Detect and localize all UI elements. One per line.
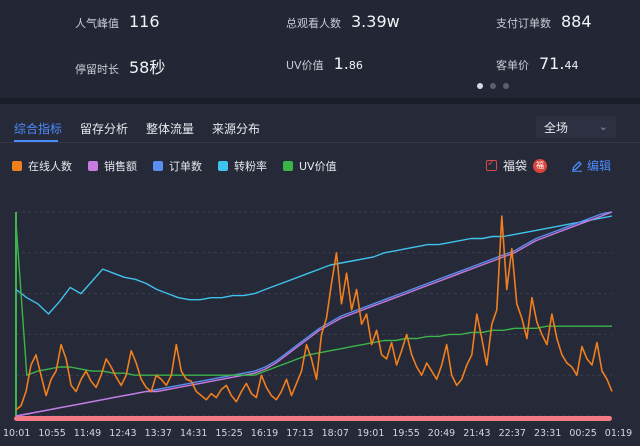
pencil-icon: [572, 160, 582, 172]
x-tick-label: 23:31: [534, 428, 561, 439]
stat-uv-value: UV价值 1.86: [286, 54, 363, 73]
stat-value: 1.86: [333, 54, 363, 73]
series-line-1: [15, 211, 613, 417]
tab-bar: 综合指标 留存分析 整体流量 来源分布: [14, 120, 260, 137]
legend-swatch: [153, 161, 163, 171]
x-tick-label: 19:01: [357, 428, 384, 439]
legend-item-online[interactable]: 在线人数: [12, 158, 72, 174]
x-tick-label: 12:43: [109, 428, 136, 439]
edit-label: 编辑: [587, 159, 612, 173]
legend-label: 销售额: [104, 160, 137, 173]
stat-avg-order-price: 客单价 71.44: [496, 54, 578, 73]
x-tick-label: 22:37: [499, 428, 526, 439]
carousel-dot[interactable]: [477, 83, 483, 89]
stat-value: 884: [561, 12, 592, 31]
chevron-down-icon: ⌄: [598, 120, 608, 133]
x-tick-label: 10:01: [3, 428, 30, 439]
scope-select[interactable]: 全场 ⌄: [536, 116, 616, 138]
stat-paid-orders: 支付订单数 884: [496, 12, 592, 31]
stat-value: 71.44: [539, 54, 579, 73]
series-line-4: [15, 222, 612, 376]
legend-label: UV价值: [299, 160, 337, 173]
series-line-2: [15, 211, 613, 417]
x-tick-label: 21:43: [463, 428, 490, 439]
stat-peak-viewers: 人气峰值 116: [75, 12, 160, 31]
stat-stay-duration: 停留时长 58秒: [75, 54, 165, 78]
fudai-toggle[interactable]: 福袋 福: [486, 157, 548, 174]
legend-swatch: [283, 161, 293, 171]
x-tick-label: 11:49: [74, 428, 101, 439]
x-tick-label: 19:55: [392, 428, 419, 439]
series-line-0: [15, 215, 613, 411]
chart-series: [15, 211, 613, 417]
x-axis-ticks: 10:01 10:55 11:49 12:43 13:37 14:31 15:25 16:19…: [3, 428, 632, 439]
stat-label: UV价值: [286, 59, 324, 72]
stat-total-viewers: 总观看人数 3.39w: [286, 12, 400, 31]
stat-label: 人气峰值: [75, 17, 119, 30]
series-line-3: [15, 215, 613, 315]
x-tick-label: 17:13: [286, 428, 313, 439]
timeline-bar[interactable]: [14, 416, 612, 421]
stat-value: 3.39w: [351, 12, 400, 31]
stat-value: 116: [129, 12, 160, 31]
fudai-checkbox[interactable]: [486, 158, 497, 171]
x-tick-label: 18:07: [322, 428, 349, 439]
tab-source-distribution[interactable]: 来源分布: [212, 122, 261, 136]
legend-swatch: [88, 161, 98, 171]
x-tick-label: 20:49: [428, 428, 455, 439]
stat-label: 客单价: [496, 59, 529, 72]
stat-value: 58秒: [129, 58, 166, 77]
stat-label: 停留时长: [75, 63, 119, 76]
legend-label: 在线人数: [28, 160, 72, 173]
tab-overall-metrics[interactable]: 综合指标: [14, 122, 63, 136]
carousel-dot[interactable]: [503, 83, 509, 89]
x-tick-label: 15:25: [215, 428, 242, 439]
legend-item-orders[interactable]: 订单数: [153, 158, 202, 174]
stat-label: 支付订单数: [496, 17, 551, 30]
x-tick-label: 10:55: [38, 428, 65, 439]
legend-label: 订单数: [169, 160, 202, 173]
lucky-bag-icon: 福: [533, 158, 548, 173]
legend-item-follow-rate[interactable]: 转粉率: [218, 158, 267, 174]
tab-retention-analysis[interactable]: 留存分析: [80, 122, 129, 136]
legend-item-sales[interactable]: 销售额: [88, 158, 137, 174]
carousel-dots[interactable]: [477, 83, 509, 89]
x-tick-label: 13:37: [145, 428, 172, 439]
legend-item-uv-value[interactable]: UV价值: [283, 158, 337, 174]
legend-swatch: [12, 161, 22, 171]
x-tick-label: 01:19: [605, 428, 632, 439]
stats-bar: 人气峰值 116 总观看人数 3.39w 支付订单数 884 停留时长 58秒 …: [0, 0, 640, 98]
edit-button[interactable]: 编辑: [571, 157, 611, 174]
tab-overall-traffic[interactable]: 整体流量: [146, 122, 195, 136]
stat-label: 总观看人数: [286, 17, 341, 30]
fudai-label: 福袋: [503, 159, 528, 173]
section-separator: [0, 98, 640, 104]
metrics-line-chart: 10:01 10:55 11:49 12:43 13:37 14:31 15:25 16:19…: [3, 211, 632, 439]
legend-swatch: [218, 161, 228, 171]
x-tick-label: 00:25: [569, 428, 596, 439]
carousel-dot[interactable]: [490, 83, 496, 89]
x-tick-label: 14:31: [180, 428, 207, 439]
chart-legend: 在线人数 销售额 订单数 转粉率 UV价值: [12, 158, 337, 174]
legend-label: 转粉率: [234, 160, 267, 173]
metrics-panel: 综合指标 留存分析 整体流量 来源分布 全场 ⌄ 在线人数 销售额 订单数 转粉…: [0, 104, 640, 446]
chart-grid: [15, 211, 612, 417]
tab-divider: [0, 142, 640, 143]
active-tab-indicator: [14, 140, 58, 142]
scope-select-value: 全场: [544, 120, 569, 135]
x-tick-label: 16:19: [251, 428, 278, 439]
